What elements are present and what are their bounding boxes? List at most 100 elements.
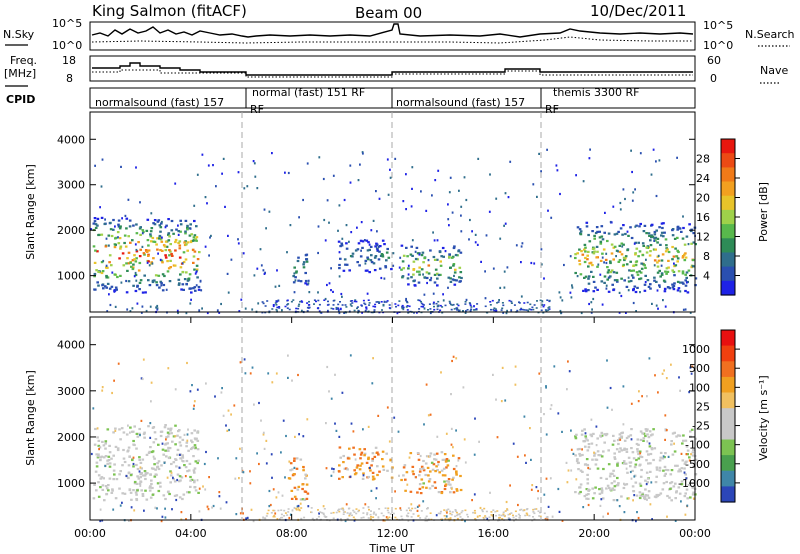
echo-cell: [365, 239, 369, 242]
echo-cell: [454, 253, 458, 257]
sparse-echo: [505, 312, 508, 315]
sparse-echo: [622, 188, 625, 191]
sparse-echo: [317, 251, 319, 255]
echo-cell: [97, 233, 100, 237]
sparse-echo: [212, 504, 215, 508]
sparse-echo: [644, 281, 647, 284]
echo-cell: [645, 471, 649, 474]
echo-cell: [639, 222, 642, 226]
sparse-echo: [484, 297, 487, 300]
sparse-echo: [448, 191, 451, 194]
echo-cell: [164, 443, 167, 446]
echo-cell: [143, 274, 146, 277]
echo-cell: [629, 279, 633, 283]
echo-cell: [647, 453, 650, 456]
echo-cell: [304, 279, 308, 283]
echo-cell: [646, 477, 650, 480]
sparse-echo: [218, 311, 221, 314]
echo-cell: [417, 458, 421, 461]
echo-cell: [418, 252, 421, 255]
echo-cell: [661, 488, 665, 491]
ground-echo: [342, 513, 345, 515]
ground-echo: [276, 306, 279, 309]
ground-echo: [489, 301, 492, 303]
ground-echo: [374, 303, 377, 306]
echo-cell: [147, 254, 150, 257]
echo-cell: [184, 219, 188, 222]
sparse-echo: [592, 297, 595, 301]
ground-echo: [327, 303, 330, 306]
echo-cell: [649, 250, 652, 253]
echo-cell: [435, 465, 438, 468]
echo-cell: [670, 481, 674, 484]
echo-cell: [585, 458, 589, 461]
sparse-echo: [442, 299, 445, 302]
ground-echo: [455, 514, 458, 517]
echo-cell: [631, 469, 634, 472]
echo-cell: [292, 275, 295, 278]
ground-echo: [274, 302, 277, 304]
echo-cell: [622, 243, 625, 246]
sparse-echo: [450, 443, 453, 446]
echo-cell: [116, 231, 120, 234]
sparse-echo: [413, 311, 415, 314]
echo-cell: [671, 286, 675, 289]
echo-cell: [304, 271, 307, 275]
echo-cell: [662, 469, 665, 472]
echo-cell: [139, 461, 143, 464]
sparse-echo: [262, 516, 264, 519]
sparse-echo: [434, 179, 437, 182]
sparse-echo: [202, 485, 204, 488]
echo-cell: [302, 469, 305, 472]
ground-echo: [266, 300, 269, 302]
colorbar-tick-label: 100: [689, 381, 710, 394]
echo-cell: [433, 458, 436, 461]
echo-cell: [179, 223, 183, 226]
echo-cell: [131, 458, 134, 462]
echo-cell: [639, 475, 643, 478]
sparse-echo: [308, 291, 311, 294]
echo-cell: [131, 267, 135, 271]
echo-cell: [625, 483, 629, 486]
echo-cell: [367, 241, 370, 244]
echo-cell: [625, 436, 629, 440]
ground-echo: [283, 509, 286, 512]
echo-cell: [636, 450, 640, 453]
ground-echo: [454, 509, 457, 511]
echo-cell: [107, 459, 111, 462]
sparse-echo: [416, 509, 419, 512]
sparse-echo: [338, 311, 341, 315]
sparse-echo: [262, 433, 265, 436]
ground-echo: [380, 301, 383, 303]
echo-cell: [684, 473, 687, 476]
echo-cell: [166, 431, 170, 434]
echo-cell: [586, 439, 589, 442]
sparse-echo: [378, 197, 381, 200]
ground-echo: [275, 308, 278, 311]
echo-cell: [163, 274, 166, 278]
echo-cell: [648, 445, 652, 448]
echo-cell: [161, 249, 164, 252]
echo-cell: [647, 285, 651, 288]
sparse-echo: [559, 309, 562, 313]
echo-cell: [338, 446, 342, 449]
echo-cell: [181, 454, 184, 457]
sparse-echo: [221, 172, 223, 175]
sparse-echo: [503, 286, 506, 289]
echo-cell: [640, 267, 644, 270]
sparse-echo: [510, 309, 513, 312]
beam-label: Beam 00: [355, 4, 422, 22]
sparse-echo: [609, 386, 612, 390]
sparse-echo: [164, 507, 166, 510]
echo-cell: [136, 489, 139, 492]
echo-cell: [647, 490, 651, 493]
sparse-echo: [361, 151, 364, 154]
sparse-echo: [561, 430, 563, 433]
echo-cell: [106, 428, 110, 431]
sparse-echo: [220, 302, 222, 306]
sparse-echo: [620, 294, 623, 298]
echo-cell: [135, 250, 139, 253]
ground-echo: [422, 306, 425, 308]
ground-echo: [526, 301, 529, 304]
